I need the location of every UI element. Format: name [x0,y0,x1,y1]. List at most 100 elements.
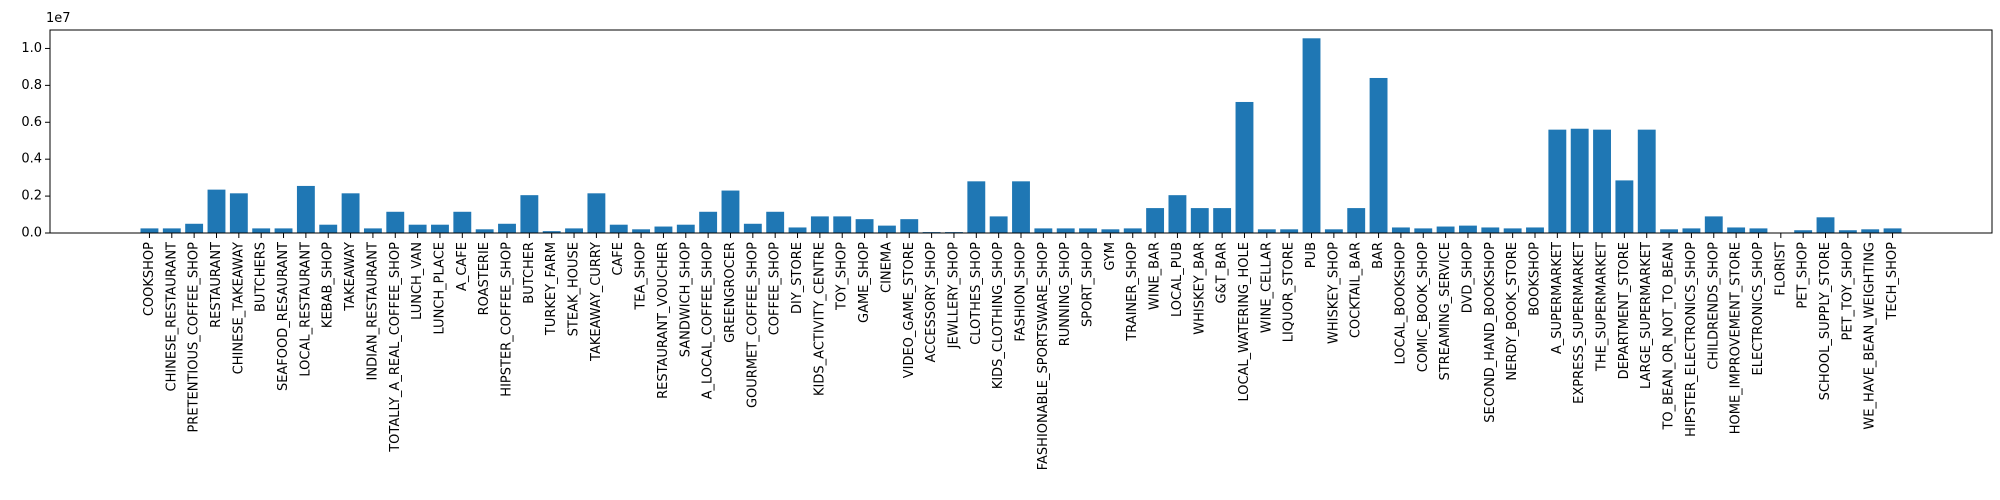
bar-large-supermarket [1637,129,1656,233]
bar-butcher [520,195,539,233]
bar-wine-cellar [1257,229,1276,233]
y-tick-label: 0.4 [21,152,42,167]
x-tick-label: WE_HAVE_BEAN_WEIGHTING [1863,242,1878,430]
x-tick-label: KEBAB_SHOP [321,242,336,328]
bar-bookshop [1526,227,1544,233]
x-tick-label: DEPARTMENT_STORE [1617,242,1632,379]
bar-a-cafe [453,211,472,233]
bar-gym [1101,229,1120,233]
x-tick-label: TAKEAWAY [343,242,358,312]
bar-indian-restaurant [363,228,382,233]
bars-group [140,38,1902,233]
y-tick-label: 0.8 [21,78,42,93]
x-tick-label: RUNNING_SHOP [1058,242,1073,346]
x-tick-label: CHILDRENDS_SHOP [1706,242,1721,370]
x-tick-label: COCKTAIL_BAR [1349,242,1364,338]
bar-second-hand-bookshop [1481,227,1500,233]
bar-school-supply-store [1816,217,1835,233]
x-tick-label: KIDS_CLOTHING_SHOP [991,242,1006,389]
x-tick-label: SPORT_SHOP [1081,242,1096,327]
y-tick-label: 0.0 [21,226,42,241]
bar-roasterie [475,229,494,233]
bar-takeaway-curry [587,193,606,233]
bar-running-shop [1056,228,1075,233]
bar-electronics-shop [1749,228,1768,233]
bar-fashion-shop [1012,181,1030,233]
bar-home-improvement-store [1727,227,1746,233]
bar-hipster-electronics-shop [1682,228,1701,233]
x-tick-label: G&T_BAR [1215,242,1230,304]
bar-a-supermarket [1548,129,1567,233]
bar-takeaway [341,193,360,233]
bar-we-have-bean-weighting [1861,229,1880,233]
bar-totally-a-real-coffee-shop [386,211,405,233]
x-tick-label: COFFEE_SHOP [768,242,783,335]
x-tick-label: HIPSTER_ELECTRONICS_SHOP [1684,242,1699,437]
x-tick-label: TEA_SHOP [634,242,649,311]
x-tick-label: STREAMING_SERVICE [1438,242,1453,381]
bar-comic-book-shop [1414,228,1433,233]
x-tick-label: LARGE_SUPERMARKET [1639,242,1654,389]
x-tick-label: HOME_IMPROVEMENT_STORE [1729,242,1744,434]
bar-tech-shop [1883,228,1902,233]
bar-express-supermarket [1570,128,1589,233]
x-tick-label: ELECTRONICS_SHOP [1751,242,1766,376]
bar-liquor-store [1280,229,1299,233]
bar-g-t-bar [1213,208,1232,233]
x-tick-label: TECH_SHOP [1885,242,1900,321]
x-tick-label: SECOND_HAND_BOOKSHOP [1483,242,1498,423]
x-tick-label: WINE_BAR [1148,242,1163,310]
bar-streaming-service [1436,226,1455,233]
x-tick-label: FASHION_SHOP [1014,242,1029,342]
x-tick-label: ROASTERIE [477,242,492,315]
bar-chinese-takeaway [229,193,248,233]
x-tick-label: EXPRESS_SUPERMARKET [1572,242,1587,404]
bar-a-local-coffee-shop [699,211,718,233]
bar-wine-bar [1146,208,1165,233]
y-axis-ticks: 0.0 0.2 0.4 0.6 0.8 1.0 [21,41,50,241]
bar-steak-house [565,228,583,233]
x-tick-label: COOKSHOP [142,242,157,316]
bar-whiskey-bar [1190,208,1209,233]
x-tick-label: DIY_STORE [790,242,805,314]
x-tick-label: PET_SHOP [1796,242,1811,309]
bar-pet-shop [1794,230,1813,233]
x-tick-label: TURKEY_FARM [544,242,559,336]
plot-frame [49,29,1993,234]
x-tick-label: VIDEO_GAME_STORE [902,242,917,378]
bar-cocktail-bar [1347,208,1366,233]
bar-cafe [609,224,628,233]
x-tick-label: TOY_SHOP [835,242,850,311]
x-tick-label: RESTAURANT_VOUCHER [656,242,671,399]
bar-lunch-place [431,224,449,233]
x-tick-label: LIQUOR_STORE [1282,242,1297,342]
x-tick-label: PUB [1304,242,1319,268]
bar-lunch-van [408,224,427,233]
x-tick-label: WINE_CELLAR [1259,242,1274,333]
bar-department-store [1615,180,1634,233]
bar-pretentious-coffee-shop [185,223,204,233]
x-tick-label: LOCAL_BOOKSHOP [1393,242,1408,365]
x-tick-label: CHINESE_TAKEAWAY [231,242,246,374]
x-tick-label: KIDS_ACTIVITY_CENTRE [812,242,827,396]
bar-local-pub [1168,195,1187,233]
x-tick-label: LUNCH_VAN [410,242,425,320]
x-tick-label: NERDY_BOOK_STORE [1505,242,1520,381]
bar-dvd-shop [1459,225,1477,233]
bar-cookshop [140,228,159,233]
x-tick-label: THE_SUPERMARKET [1595,242,1610,372]
x-tick-label: CINEMA [879,242,894,293]
x-tick-label: LUNCH_PLACE [432,242,447,335]
x-tick-label: TO_BEAN_OR_NOT_TO_BEAN [1662,242,1677,431]
bar-video-game-store [900,219,919,233]
bar-turkey-farm [542,231,561,233]
x-tick-label: SANDWICH_SHOP [678,242,693,357]
bar-whiskey-shop [1324,229,1343,233]
x-tick-label: GOURMET_COFFEE_SHOP [745,242,760,408]
bar-toy-shop [833,216,852,233]
x-tick-label: RESTAURANT [209,242,224,328]
bar-kebab-shop [319,224,338,233]
x-tick-label: BUTCHER [522,242,537,304]
x-tick-label: TAKEAWAY_CURRY [589,242,604,362]
